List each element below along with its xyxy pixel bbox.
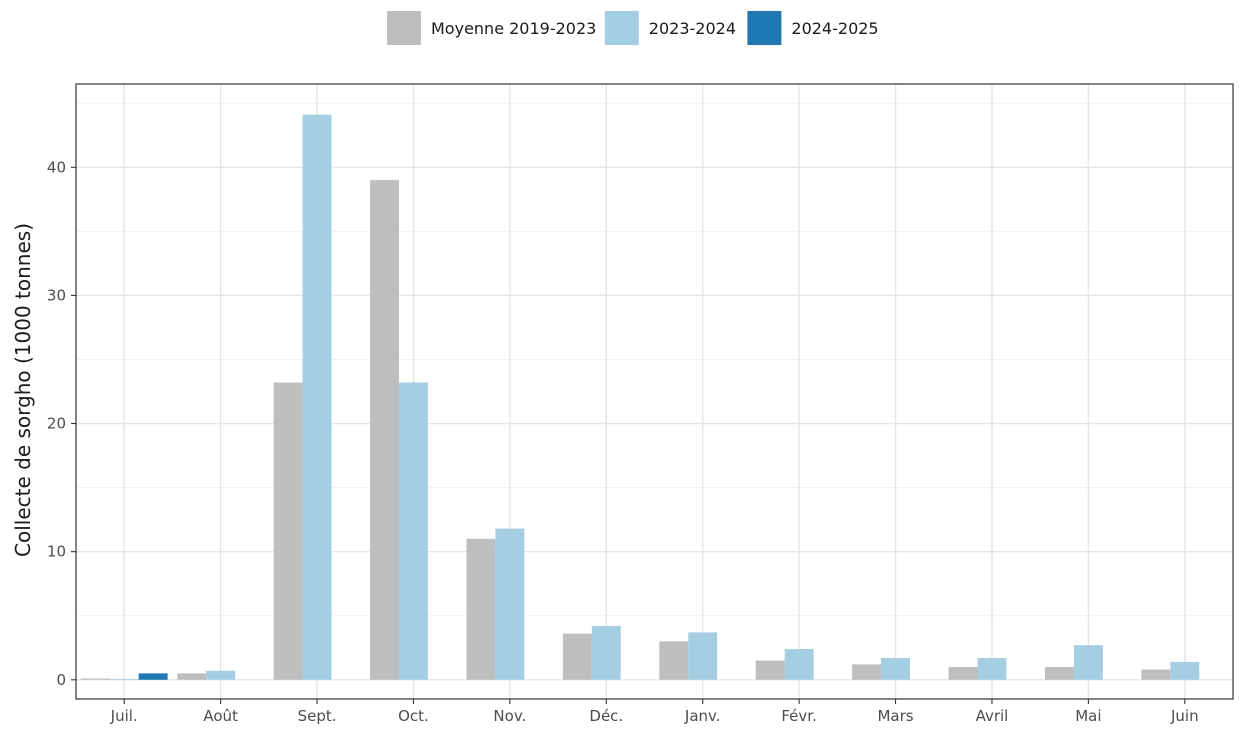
- bar: [688, 632, 718, 680]
- bar: [370, 180, 399, 680]
- bar: [1073, 645, 1103, 680]
- bar: [302, 114, 332, 680]
- legend: Moyenne 2019-2023 2023-2024 2024-2025: [387, 11, 879, 45]
- x-tick-label: Févr.: [781, 707, 816, 725]
- legend-label: Moyenne 2019-2023: [431, 19, 596, 38]
- x-tick-label: Nov.: [493, 707, 526, 725]
- x-tick-label: Mai: [1075, 707, 1101, 725]
- bar: [784, 649, 814, 680]
- y-axis-title: Collecte de sorgho (1000 tonnes): [11, 223, 35, 557]
- x-tick-label: Juil.: [110, 707, 138, 725]
- legend-key: [604, 11, 639, 45]
- y-tick-label: 40: [47, 158, 66, 176]
- y-tick-label: 20: [47, 415, 66, 433]
- bar: [1141, 669, 1171, 680]
- bar: [177, 673, 207, 680]
- x-tick-label: Juin: [1170, 707, 1199, 725]
- bar: [495, 528, 525, 680]
- legend-label: 2023-2024: [649, 19, 736, 38]
- y-tick-label: 10: [47, 543, 66, 561]
- x-tick-label: Avril: [976, 707, 1009, 725]
- plot-area: 0 10 20 30 40 Juil. Août Sept. Oct. Nov. Déc. Janv.…: [47, 83, 1234, 725]
- bar: [273, 382, 303, 680]
- legend-key: [387, 11, 421, 45]
- bar: [659, 641, 689, 680]
- bar: [398, 382, 428, 680]
- bar: [138, 673, 168, 680]
- bar: [591, 625, 621, 680]
- legend-label: 2024-2025: [791, 19, 878, 38]
- y-tick-label: 0: [56, 671, 66, 689]
- bar: [1044, 666, 1074, 680]
- bar: [109, 679, 139, 681]
- plot-border: [75, 83, 1234, 700]
- bar: [206, 670, 236, 680]
- y-tick-label: 30: [47, 286, 66, 304]
- x-tick-label: Oct.: [398, 707, 429, 725]
- bar: [852, 664, 882, 680]
- bar: [948, 666, 978, 680]
- plot-panel: [76, 84, 1233, 699]
- x-tick-label: Sept.: [298, 707, 337, 725]
- bar: [977, 658, 1007, 680]
- bar: [755, 660, 785, 680]
- legend-key: [747, 11, 782, 45]
- bar: [466, 538, 496, 680]
- bar: [562, 633, 592, 680]
- x-tick-label: Mars: [877, 707, 913, 725]
- bar: [881, 658, 911, 680]
- x-tick-label: Janv.: [684, 707, 721, 725]
- bar: [1170, 661, 1200, 680]
- x-tick-label: Déc.: [589, 707, 623, 725]
- bar: [80, 678, 110, 680]
- x-tick-label: Août: [203, 707, 238, 725]
